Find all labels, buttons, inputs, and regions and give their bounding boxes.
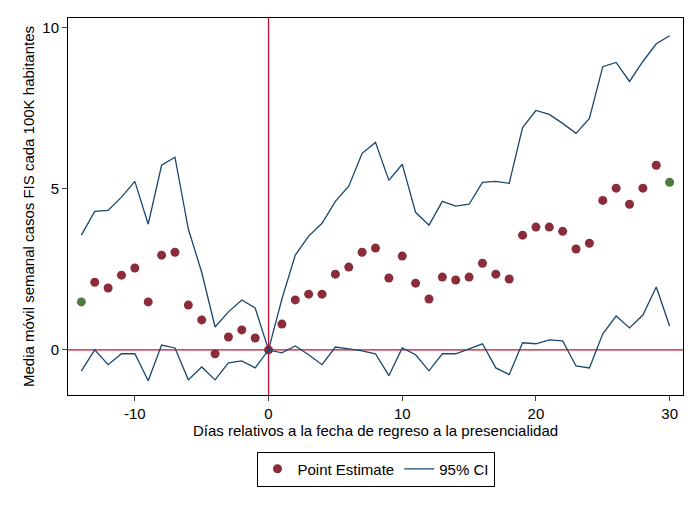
svg-text:0: 0 [51, 341, 59, 358]
svg-text:10: 10 [42, 19, 59, 36]
svg-text:Días relativos a la fecha de r: Días relativos a la fecha de regreso a l… [193, 422, 558, 439]
svg-text:10: 10 [394, 405, 411, 422]
svg-text:20: 20 [528, 405, 545, 422]
svg-text:Point Estimate: Point Estimate [298, 461, 395, 478]
svg-text:30: 30 [661, 405, 678, 422]
svg-text:0: 0 [264, 405, 272, 422]
svg-text:95% CI: 95% CI [439, 461, 488, 478]
svg-text:-10: -10 [124, 405, 146, 422]
svg-text:Media móvil semanal casos FIS: Media móvil semanal casos FIS cada 100K … [20, 26, 37, 387]
svg-text:5: 5 [51, 180, 59, 197]
